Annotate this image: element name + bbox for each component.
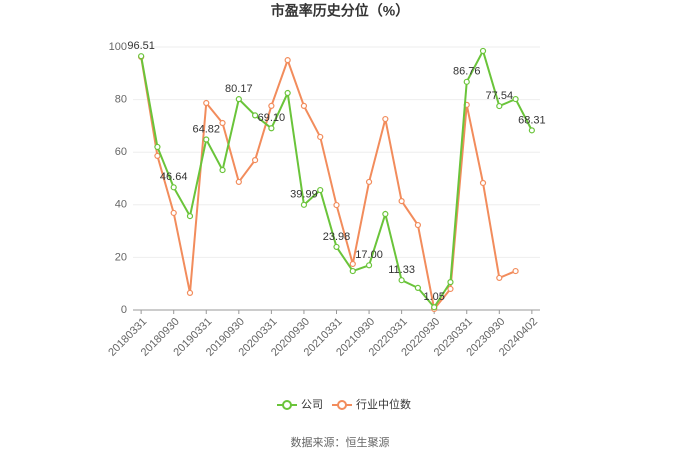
point xyxy=(365,178,373,186)
point xyxy=(414,221,421,229)
y-tick-label: 100 xyxy=(109,41,127,53)
point xyxy=(252,156,259,164)
point xyxy=(268,125,275,132)
data-label: 77.54 xyxy=(486,90,514,102)
source: 数据来源：恒生聚源 xyxy=(291,435,390,449)
legend-marker xyxy=(337,400,347,410)
data-label: 80.17 xyxy=(225,83,253,95)
point xyxy=(463,78,470,85)
point xyxy=(447,279,454,286)
point xyxy=(414,284,421,292)
y-tick-label: 20 xyxy=(115,251,127,263)
point xyxy=(333,201,340,209)
point xyxy=(186,289,194,297)
point xyxy=(479,179,487,187)
point xyxy=(333,243,340,251)
data-label: 46.64 xyxy=(160,171,188,183)
point xyxy=(512,95,519,103)
point xyxy=(382,210,389,218)
data-label: 17.00 xyxy=(355,249,383,261)
data-label: 11.33 xyxy=(388,264,415,276)
point xyxy=(496,102,503,110)
point xyxy=(479,47,487,55)
point xyxy=(317,133,324,141)
point xyxy=(382,115,389,123)
legend-label: 行业中位数 xyxy=(356,397,411,411)
legend-marker xyxy=(282,400,292,410)
point xyxy=(235,96,242,103)
y-tick-label: 60 xyxy=(115,146,127,158)
y-tick-label: 0 xyxy=(121,304,127,316)
y-tick-label: 40 xyxy=(115,199,127,211)
point xyxy=(349,260,356,268)
point xyxy=(170,184,177,191)
point xyxy=(398,277,405,284)
data-label: 86.76 xyxy=(453,66,481,78)
data-label: 68.31 xyxy=(518,114,546,126)
point xyxy=(186,213,194,220)
point xyxy=(431,304,438,311)
point xyxy=(284,89,291,97)
point xyxy=(219,119,226,127)
point xyxy=(154,152,161,159)
data-label: 1.05 xyxy=(423,291,444,303)
point xyxy=(349,267,356,275)
data-label: 96.51 xyxy=(127,40,155,52)
point xyxy=(203,99,210,107)
point xyxy=(268,102,275,110)
y-tick-label: 80 xyxy=(115,94,127,106)
data-label: 23.98 xyxy=(323,231,351,243)
point xyxy=(317,186,324,194)
point xyxy=(284,57,291,64)
point xyxy=(252,112,259,119)
point xyxy=(170,209,177,217)
data-label: 64.82 xyxy=(192,123,220,135)
point xyxy=(528,127,535,134)
point xyxy=(138,53,145,60)
point xyxy=(300,102,308,110)
point xyxy=(300,201,308,208)
point xyxy=(203,136,210,143)
data-label: 69.10 xyxy=(258,112,286,124)
data-label: 39.99 xyxy=(290,189,318,201)
point xyxy=(365,262,373,269)
point xyxy=(496,274,503,282)
legend-label: 公司 xyxy=(301,399,323,411)
point xyxy=(235,178,242,186)
point xyxy=(154,143,161,151)
chart-title: 市盈率历史分位（%） xyxy=(271,3,409,19)
point xyxy=(219,166,226,174)
point xyxy=(512,267,519,275)
point xyxy=(398,198,405,205)
point xyxy=(447,285,454,293)
